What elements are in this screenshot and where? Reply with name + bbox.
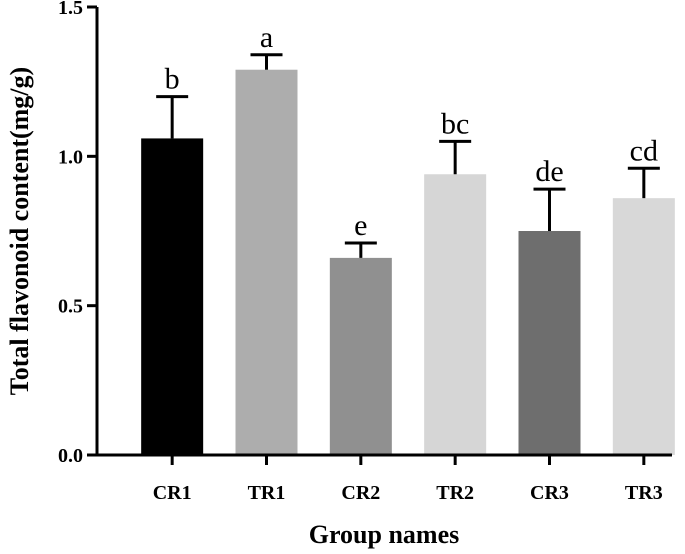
significance-label-tr3: cd — [630, 134, 658, 167]
x-axis-title: Group names — [309, 520, 460, 549]
bars-layer — [141, 69, 675, 455]
y-axis-title: Total flavonoid content(mg/g) — [5, 67, 34, 395]
y-tick-label: 1.5 — [58, 0, 83, 19]
x-tick-label-tr2: TR2 — [436, 482, 474, 504]
y-tick-label: 0.0 — [58, 445, 83, 467]
x-ticks-layer: CR1 TR1 CR2 TR2 CR3 TR3 — [153, 455, 663, 504]
y-tick-label: 0.5 — [58, 296, 83, 318]
significance-label-cr3: de — [535, 155, 563, 188]
x-tick-label-cr3: CR3 — [530, 482, 569, 504]
bar-tr1 — [235, 69, 298, 455]
bar-tr2 — [424, 174, 487, 455]
error-bars-layer — [156, 53, 660, 258]
x-tick-label-tr3: TR3 — [625, 482, 663, 504]
x-tick-label-cr2: CR2 — [341, 482, 380, 504]
significance-label-tr2: bc — [441, 107, 469, 140]
y-ticks-layer: 0.0 0.5 1.0 1.5 — [58, 0, 97, 467]
significance-label-cr2: e — [354, 209, 367, 242]
significance-label-tr1: a — [260, 21, 273, 54]
bar-cr2 — [329, 257, 392, 455]
x-tick-label-tr1: TR1 — [248, 482, 286, 504]
y-tick-label: 1.0 — [58, 146, 83, 168]
axes-layer — [95, 7, 672, 457]
bar-tr3 — [612, 198, 675, 455]
significance-label-cr1: b — [165, 63, 180, 96]
x-tick-label-cr1: CR1 — [153, 482, 192, 504]
bar-cr3 — [518, 231, 581, 455]
bar-cr1 — [141, 138, 204, 455]
significance-labels-layer: b a e bc de cd — [165, 21, 658, 242]
